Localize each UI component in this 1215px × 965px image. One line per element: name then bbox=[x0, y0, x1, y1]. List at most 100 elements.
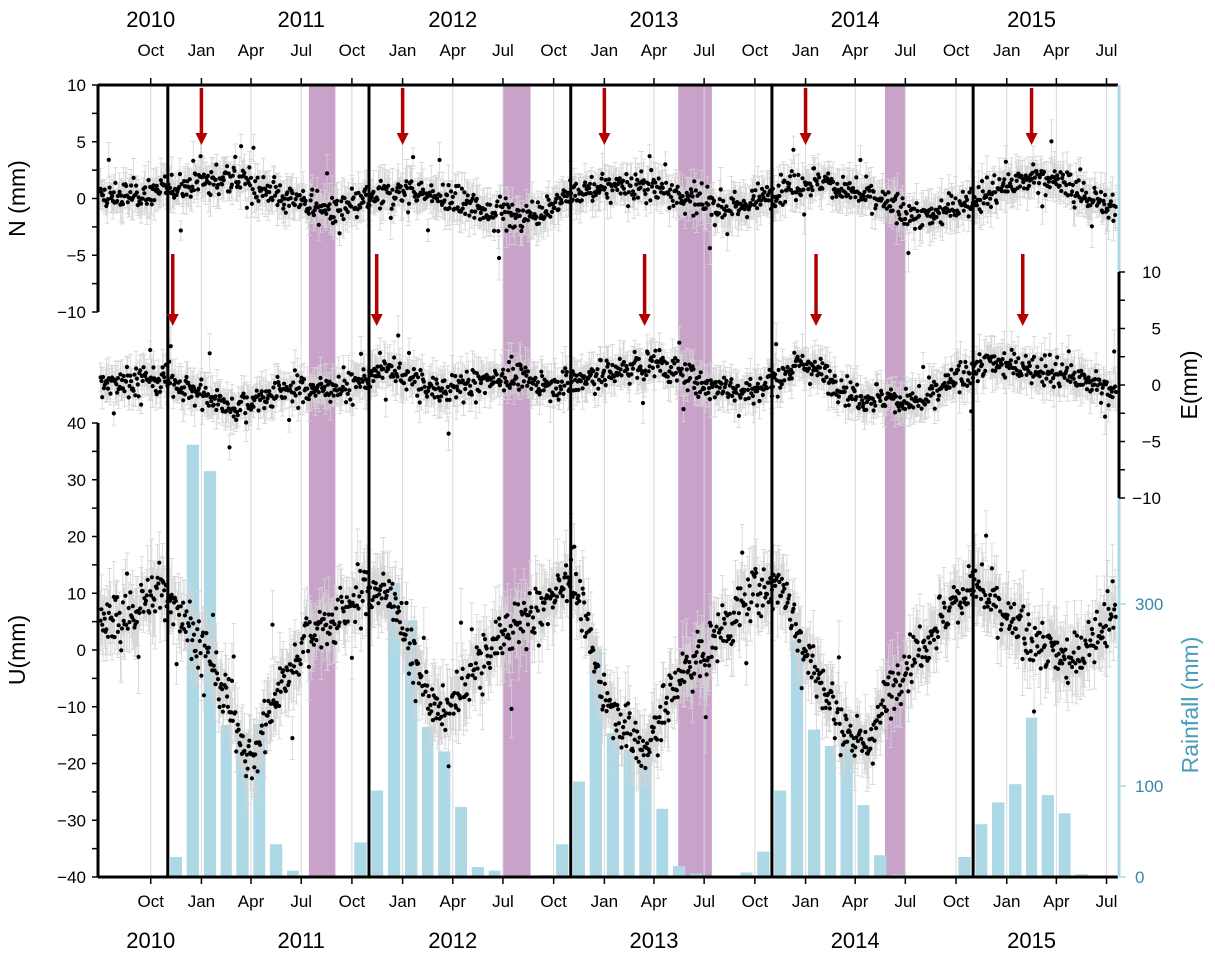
data-point-E bbox=[674, 378, 680, 383]
data-point-E bbox=[445, 384, 450, 390]
data-point-E bbox=[747, 383, 752, 388]
data-point-U bbox=[621, 731, 627, 736]
data-point-U bbox=[1012, 601, 1017, 607]
data-point-N bbox=[113, 180, 118, 185]
data-point-E bbox=[1097, 377, 1102, 382]
data-point-U bbox=[516, 602, 521, 607]
data-point-N bbox=[925, 213, 930, 218]
data-point-E bbox=[795, 354, 800, 359]
data-point-U bbox=[831, 717, 837, 722]
data-point-E bbox=[707, 386, 712, 391]
data-point-E bbox=[584, 381, 589, 386]
data-point-N bbox=[716, 211, 722, 216]
data-point-N bbox=[905, 222, 910, 227]
data-point-U bbox=[154, 586, 159, 591]
data-point-E bbox=[433, 387, 438, 392]
y-tick-label-E: 5 bbox=[1152, 320, 1161, 339]
data-point-E bbox=[595, 367, 600, 372]
data-point-U bbox=[675, 695, 680, 700]
data-point-U bbox=[269, 719, 274, 724]
data-point-E bbox=[100, 374, 106, 380]
data-point-U bbox=[304, 616, 309, 621]
data-point-U bbox=[864, 745, 869, 750]
data-point-N bbox=[980, 189, 985, 194]
data-point-E bbox=[406, 350, 412, 356]
month-label-top: Apr bbox=[842, 41, 869, 60]
data-point-E bbox=[377, 373, 382, 379]
data-point-N bbox=[634, 182, 639, 187]
data-point-E bbox=[993, 360, 999, 365]
data-point-U bbox=[554, 586, 559, 591]
data-point-E bbox=[895, 400, 900, 406]
data-point-U bbox=[243, 759, 248, 764]
data-point-N bbox=[648, 198, 653, 203]
data-point-E bbox=[850, 396, 855, 402]
data-point-E bbox=[229, 396, 235, 401]
data-point-N bbox=[688, 187, 694, 192]
data-point-U bbox=[847, 729, 852, 735]
year-label-bottom: 2014 bbox=[831, 928, 880, 953]
data-point-U bbox=[812, 671, 817, 676]
data-point-N bbox=[809, 184, 814, 189]
data-point-N bbox=[633, 172, 638, 177]
data-point-E bbox=[331, 393, 336, 398]
data-point-E bbox=[598, 358, 603, 363]
data-point-U bbox=[745, 612, 750, 617]
data-point-N bbox=[271, 179, 276, 185]
data-point-E bbox=[342, 378, 347, 383]
data-point-E bbox=[500, 371, 505, 376]
data-point-E bbox=[638, 364, 643, 369]
data-point-U bbox=[1094, 609, 1099, 614]
data-point-N bbox=[360, 196, 365, 201]
data-point-U bbox=[826, 701, 832, 706]
data-point-E bbox=[429, 383, 434, 388]
data-point-U bbox=[941, 600, 947, 606]
data-point-E bbox=[856, 406, 861, 411]
data-point-U bbox=[640, 738, 646, 744]
data-point-U bbox=[1069, 655, 1074, 660]
data-point-U bbox=[328, 625, 333, 630]
data-point-N bbox=[879, 196, 885, 201]
data-point-U bbox=[1079, 635, 1084, 640]
data-point-U bbox=[263, 750, 268, 755]
data-point-N bbox=[275, 202, 280, 208]
data-point-E bbox=[111, 411, 116, 416]
data-point-N bbox=[1060, 176, 1065, 181]
data-point-N bbox=[177, 172, 182, 177]
data-point-N bbox=[674, 200, 680, 205]
data-point-U bbox=[171, 622, 176, 627]
data-point-N bbox=[393, 195, 398, 201]
data-point-N bbox=[496, 229, 501, 234]
data-point-N bbox=[798, 193, 804, 198]
data-point-E bbox=[675, 358, 680, 363]
data-point-U bbox=[337, 620, 342, 625]
data-point-E bbox=[454, 384, 459, 389]
data-point-N bbox=[607, 177, 612, 182]
data-point-E bbox=[114, 382, 119, 387]
data-point-E bbox=[160, 365, 165, 370]
rainfall-tick-label: 300 bbox=[1135, 595, 1163, 614]
data-point-E bbox=[1039, 357, 1044, 362]
data-point-E bbox=[1029, 381, 1034, 386]
data-point-U bbox=[681, 669, 686, 674]
data-point-U bbox=[781, 582, 786, 588]
data-point-N bbox=[462, 190, 467, 195]
data-point-U bbox=[480, 692, 485, 697]
data-point-U bbox=[618, 712, 623, 717]
data-point-U bbox=[272, 691, 278, 697]
data-point-U bbox=[811, 644, 816, 649]
data-point-U bbox=[956, 591, 961, 596]
data-point-N bbox=[469, 209, 474, 214]
data-point-N bbox=[707, 246, 713, 251]
data-point-U bbox=[174, 662, 179, 667]
data-point-U bbox=[963, 596, 968, 601]
data-point-U bbox=[693, 660, 699, 665]
data-point-U bbox=[270, 622, 275, 627]
data-point-E bbox=[580, 386, 585, 391]
data-point-N bbox=[358, 205, 363, 210]
data-point-U bbox=[721, 616, 727, 621]
data-point-U bbox=[201, 693, 206, 698]
data-point-E bbox=[556, 397, 561, 402]
data-point-U bbox=[1026, 612, 1031, 617]
data-point-E bbox=[296, 385, 302, 390]
